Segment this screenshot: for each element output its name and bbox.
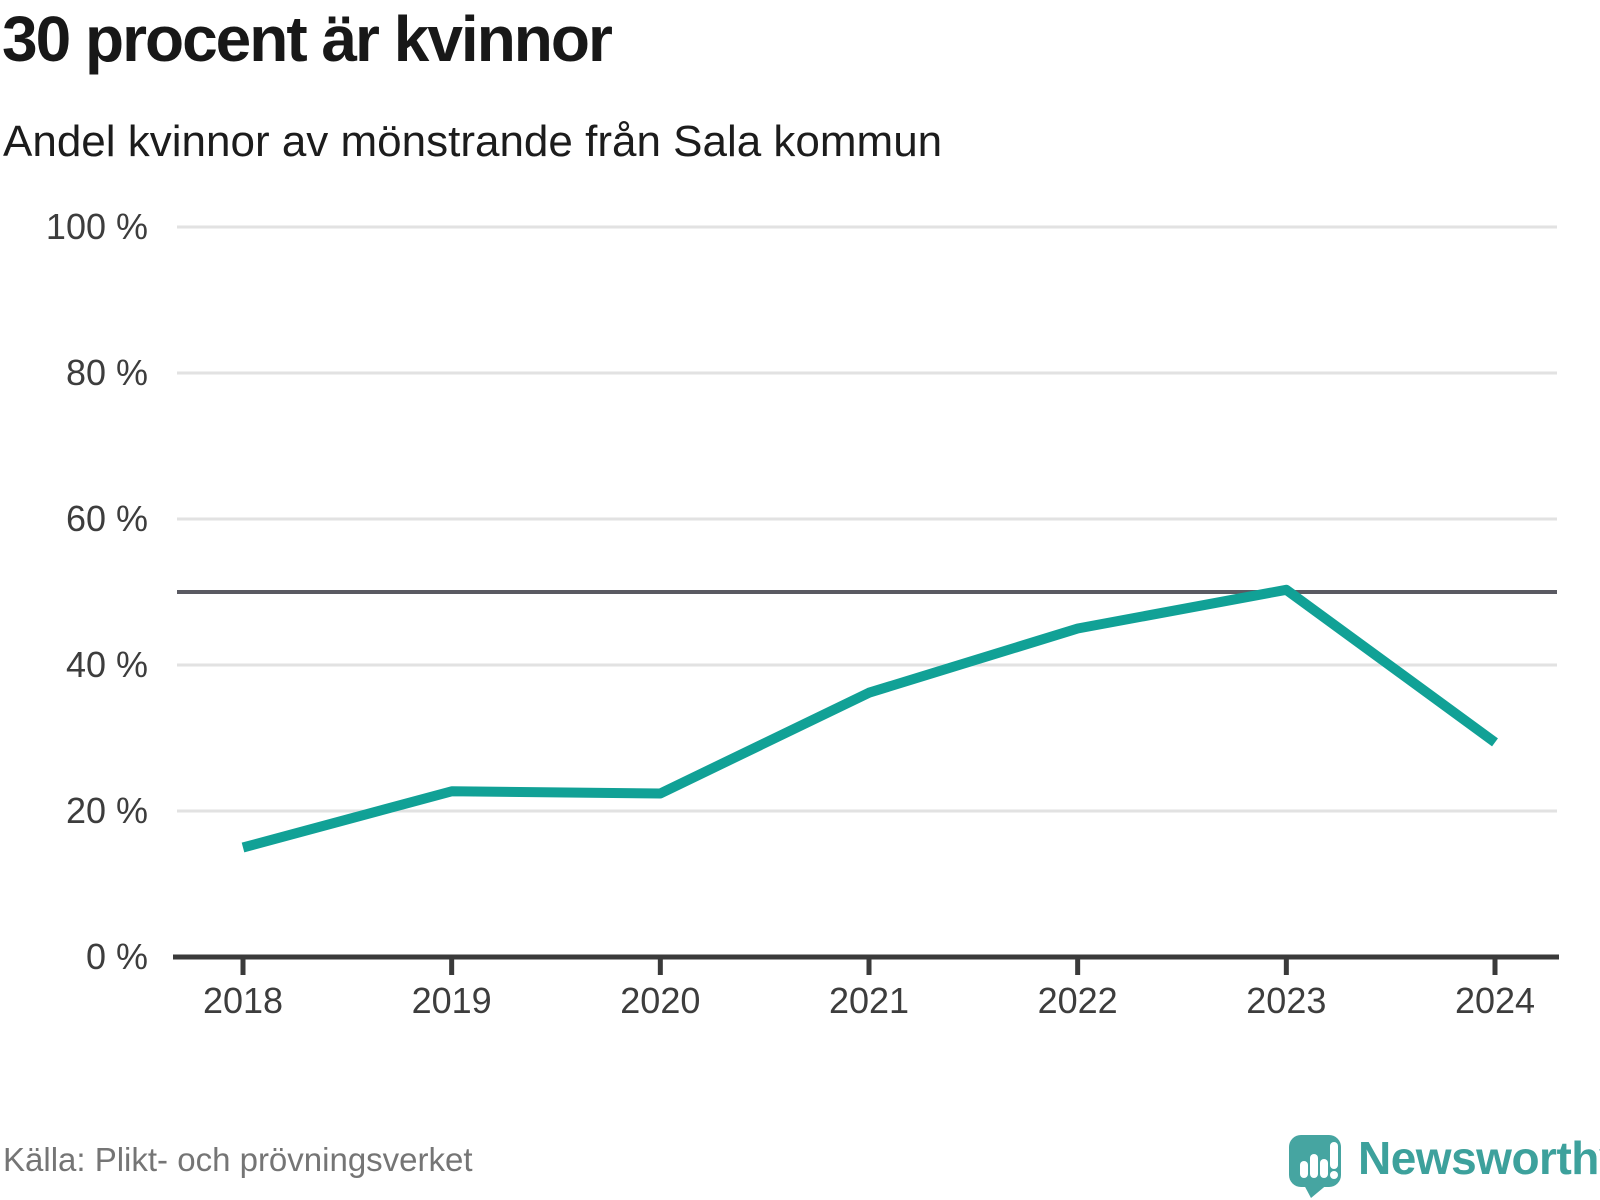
y-axis-label: 80 % — [66, 352, 148, 393]
x-axis-label: 2020 — [620, 980, 700, 1021]
y-axis-label: 20 % — [66, 790, 148, 831]
y-axis-label: 0 % — [86, 936, 148, 977]
source-note: Källa: Plikt- och prövningsverket — [3, 1141, 473, 1178]
data-line — [241, 584, 1498, 853]
bar-medium — [1320, 1159, 1328, 1178]
x-axis-label: 2019 — [412, 980, 492, 1021]
bar-small — [1300, 1161, 1308, 1178]
x-axis-label: 2023 — [1246, 980, 1326, 1021]
newsworthy-wordmark: Newsworthy — [1358, 1132, 1600, 1184]
x-axis-label: 2024 — [1455, 980, 1535, 1021]
y-axis-label: 40 % — [66, 644, 148, 685]
bar-tall — [1310, 1154, 1318, 1178]
chart-subtitle: Andel kvinnor av mönstrande från Sala ko… — [3, 117, 943, 166]
y-axis-label: 100 % — [46, 206, 148, 247]
y-axis-label: 60 % — [66, 498, 148, 539]
bubble-tail — [1303, 1183, 1329, 1198]
x-axis-label: 2021 — [829, 980, 909, 1021]
chart-title: 30 procent är kvinnor — [2, 3, 613, 75]
newsworthy-bubble-chart-icon — [1289, 1135, 1341, 1198]
exclamation-dot — [1330, 1171, 1338, 1179]
x-axis-label: 2022 — [1038, 980, 1118, 1021]
x-axis-label: 2018 — [203, 980, 283, 1021]
exclamation-bar — [1330, 1142, 1338, 1169]
newsworthy-logo: Newsworthy — [1289, 1133, 1600, 1200]
